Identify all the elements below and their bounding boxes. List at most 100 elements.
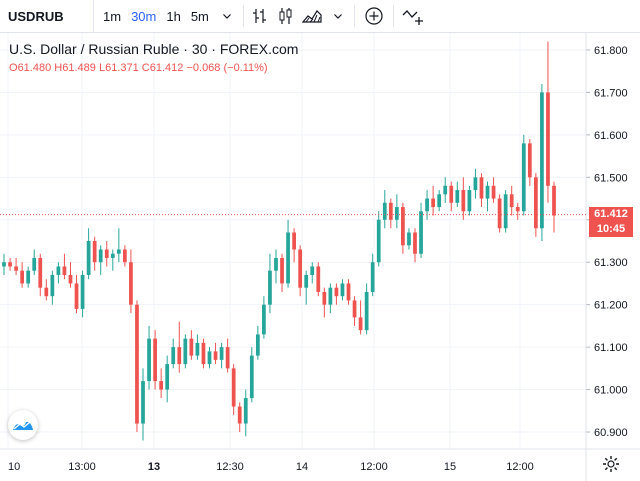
candle[interactable] [346, 279, 351, 305]
candle[interactable] [231, 364, 236, 416]
symbol-search-button[interactable]: USDRUB [0, 0, 94, 32]
chevron-down-icon[interactable] [214, 0, 240, 32]
candle[interactable] [419, 202, 423, 258]
interval-5m-button[interactable]: 5m [190, 8, 209, 24]
chevron-down-icon[interactable] [325, 0, 351, 32]
candle[interactable] [407, 228, 411, 250]
candle[interactable] [177, 321, 182, 373]
candle[interactable] [207, 347, 212, 369]
candle[interactable] [552, 181, 556, 233]
candle[interactable] [370, 253, 375, 297]
candle[interactable] [540, 83, 544, 241]
candle[interactable] [225, 338, 230, 373]
candle[interactable] [98, 245, 103, 275]
candle[interactable] [497, 194, 502, 233]
candle[interactable] [286, 219, 290, 288]
candle[interactable] [413, 228, 417, 263]
candle[interactable] [268, 253, 272, 314]
candle[interactable] [135, 300, 139, 433]
candle[interactable] [171, 338, 176, 369]
candle[interactable] [479, 173, 484, 208]
candle[interactable] [26, 266, 31, 288]
candle[interactable] [328, 283, 333, 314]
candle[interactable] [546, 41, 550, 203]
candle[interactable] [340, 279, 345, 301]
candle[interactable] [147, 325, 151, 390]
candle[interactable] [116, 228, 121, 263]
candle[interactable] [213, 342, 218, 365]
candle[interactable] [249, 347, 254, 403]
candle[interactable] [352, 296, 357, 326]
candle[interactable] [491, 177, 496, 203]
candle[interactable] [38, 253, 43, 297]
candle[interactable] [394, 194, 399, 229]
candle[interactable] [165, 355, 170, 403]
candle[interactable] [425, 190, 429, 220]
candle[interactable] [8, 257, 12, 271]
candle[interactable] [141, 368, 145, 441]
candle[interactable] [292, 228, 296, 263]
candle[interactable] [358, 300, 363, 335]
candle[interactable] [334, 283, 339, 305]
tradingview-logo[interactable] [8, 410, 38, 440]
candle[interactable] [449, 181, 454, 212]
candle[interactable] [195, 334, 200, 360]
candle[interactable] [104, 241, 109, 267]
candle[interactable] [123, 245, 127, 267]
candle[interactable] [310, 262, 315, 284]
candle[interactable] [274, 249, 278, 284]
candle[interactable] [388, 198, 393, 229]
candle[interactable] [153, 330, 157, 390]
candle[interactable] [401, 202, 405, 254]
candle[interactable] [20, 262, 25, 288]
candle[interactable] [316, 262, 321, 297]
candle[interactable] [255, 325, 260, 360]
candle[interactable] [503, 190, 508, 233]
candle[interactable] [110, 249, 115, 271]
candle[interactable] [376, 211, 381, 267]
candle[interactable] [62, 253, 67, 280]
interval-1m-button[interactable]: 1m [103, 8, 122, 24]
indicators-icon[interactable] [397, 0, 429, 32]
candle[interactable] [473, 168, 478, 199]
candle[interactable] [467, 185, 472, 216]
candle[interactable] [298, 245, 303, 297]
candle[interactable] [527, 139, 532, 186]
candle[interactable] [485, 181, 490, 212]
candle[interactable] [56, 262, 61, 284]
candle[interactable] [364, 283, 369, 335]
candle[interactable] [461, 177, 466, 220]
candle[interactable] [509, 185, 514, 216]
candle[interactable] [455, 181, 460, 208]
candle[interactable] [201, 338, 206, 369]
candle[interactable] [262, 296, 266, 339]
candle[interactable] [44, 279, 49, 301]
candle[interactable] [129, 249, 133, 314]
candle[interactable] [515, 202, 520, 220]
candle[interactable] [86, 228, 91, 280]
candle[interactable] [443, 177, 448, 203]
candle[interactable] [322, 287, 327, 318]
candle[interactable] [382, 190, 387, 229]
candle[interactable] [280, 253, 284, 292]
candle[interactable] [2, 253, 6, 275]
area-style-icon[interactable] [299, 0, 325, 32]
candle[interactable] [159, 368, 164, 399]
candle[interactable] [80, 270, 85, 318]
candle[interactable] [243, 389, 248, 437]
candle[interactable] [304, 270, 309, 305]
candle[interactable] [431, 185, 435, 216]
candle[interactable] [68, 262, 73, 288]
chart-pane[interactable]: 61.80061.70061.60061.50061.40061.30061.2… [0, 33, 640, 481]
gear-icon[interactable] [600, 453, 622, 475]
candle[interactable] [32, 249, 37, 275]
interval-1h-button[interactable]: 1h [166, 8, 181, 24]
candles-style-icon[interactable] [273, 0, 299, 32]
candle[interactable] [533, 173, 538, 237]
candle[interactable] [74, 274, 79, 314]
interval-30m-button[interactable]: 30m [131, 8, 157, 24]
add-compare-icon[interactable] [358, 0, 390, 32]
candlestick-chart[interactable]: 61.80061.70061.60061.50061.40061.30061.2… [0, 33, 640, 481]
candle[interactable] [183, 334, 188, 369]
candle[interactable] [237, 402, 242, 433]
